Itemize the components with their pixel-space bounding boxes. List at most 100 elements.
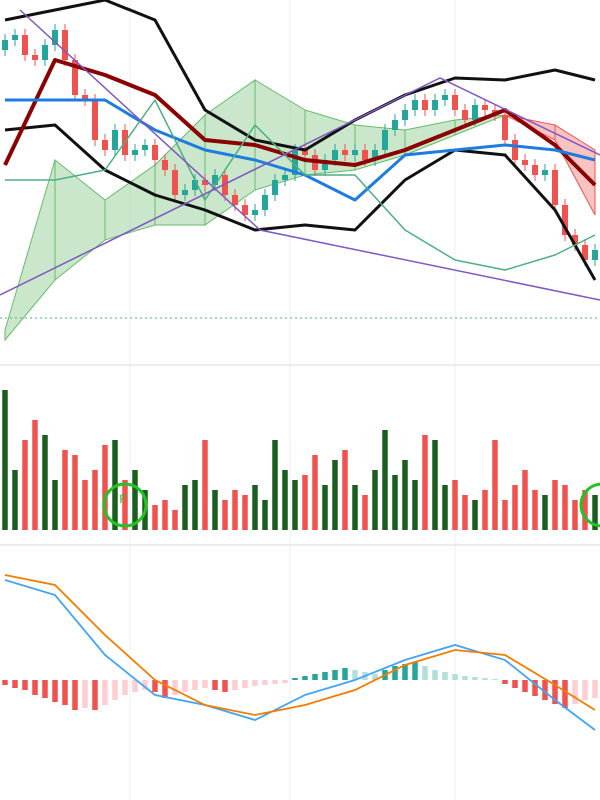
histogram-bar xyxy=(492,679,498,680)
histogram-bar xyxy=(52,680,58,702)
candle-body xyxy=(12,35,18,40)
histogram-bar xyxy=(32,680,38,695)
volume-bar xyxy=(152,505,158,530)
volume-bar xyxy=(252,485,258,530)
volume-bar xyxy=(382,430,388,530)
histogram-bar xyxy=(12,680,18,688)
histogram-bar xyxy=(472,677,478,680)
candle-body xyxy=(242,205,248,215)
volume-bar xyxy=(52,480,58,530)
histogram-bar xyxy=(2,680,8,685)
histogram-bar xyxy=(442,672,448,680)
candle-body xyxy=(482,105,488,110)
candle-body xyxy=(162,160,168,170)
candle-body xyxy=(382,130,388,150)
candle-body xyxy=(272,180,278,195)
histogram-bar xyxy=(42,680,48,698)
candle-body xyxy=(262,195,268,210)
indicator-line xyxy=(5,99,596,271)
candle-body xyxy=(252,210,258,215)
volume-bar xyxy=(322,485,328,530)
candle-body xyxy=(332,150,338,160)
volume-bar xyxy=(472,500,478,530)
histogram-bar xyxy=(132,680,138,692)
histogram-bar xyxy=(82,680,88,708)
histogram-bar xyxy=(192,680,198,690)
candle-body xyxy=(342,150,348,155)
candle-body xyxy=(182,190,188,195)
candle-body xyxy=(442,95,448,100)
candle-body xyxy=(562,205,568,235)
histogram-bar xyxy=(482,678,488,680)
histogram-bar xyxy=(532,680,538,696)
histogram-bar xyxy=(172,680,178,695)
volume-bar xyxy=(412,480,418,530)
histogram-bar xyxy=(422,666,428,680)
histogram-bar xyxy=(282,680,288,683)
volume-bar xyxy=(362,495,368,530)
candle-body xyxy=(422,100,428,110)
candle-body xyxy=(522,160,528,165)
histogram-bar xyxy=(212,680,218,690)
candle-body xyxy=(232,195,238,205)
volume-bar xyxy=(82,480,88,530)
trendlines xyxy=(0,9,600,319)
candle-body xyxy=(52,30,58,45)
volume-bar xyxy=(442,485,448,530)
volume-bar xyxy=(242,495,248,530)
volume-bar xyxy=(272,440,278,530)
candle-body xyxy=(212,175,218,185)
candle-body xyxy=(542,170,548,175)
volume-pane xyxy=(2,390,598,530)
volume-bar xyxy=(2,390,8,530)
volume-bar xyxy=(542,495,548,530)
volume-bar xyxy=(332,460,338,530)
volume-bar xyxy=(212,490,218,530)
candle-body xyxy=(152,145,158,160)
candle-body xyxy=(202,180,208,185)
volume-bar xyxy=(492,440,498,530)
histogram-bar xyxy=(402,664,408,680)
volume-bar xyxy=(102,445,108,530)
candle-body xyxy=(102,140,108,150)
volume-bar xyxy=(262,500,268,530)
volume-bar xyxy=(552,480,558,530)
annotation-circle xyxy=(102,482,148,528)
histogram-bar xyxy=(232,680,238,690)
volume-bar xyxy=(182,485,188,530)
histogram-bar xyxy=(112,680,118,700)
candle-body xyxy=(502,115,508,140)
volume-bar xyxy=(222,500,228,530)
histogram-bar xyxy=(392,666,398,680)
indicator-line xyxy=(4,0,596,152)
histogram-bar xyxy=(162,680,168,698)
candle-body xyxy=(42,45,48,60)
volume-bar xyxy=(392,475,398,530)
volume-bar xyxy=(512,485,518,530)
candle-body xyxy=(412,100,418,110)
volume-bar xyxy=(482,490,488,530)
candle-body xyxy=(22,35,28,55)
histogram-bar xyxy=(332,670,338,680)
volume-bar xyxy=(452,480,458,530)
histogram-bar xyxy=(142,680,148,690)
candle-body xyxy=(112,130,118,150)
volume-bar xyxy=(132,470,138,530)
histogram-bar xyxy=(292,678,298,680)
histogram-bar xyxy=(122,680,128,695)
volume-bar xyxy=(582,490,588,530)
candle-body xyxy=(82,95,88,100)
candle-body xyxy=(32,55,38,60)
volume-bar xyxy=(352,485,358,530)
histogram-bar xyxy=(582,680,588,700)
annotation-circle xyxy=(579,482,600,528)
candle-body xyxy=(322,160,328,170)
volume-bar xyxy=(502,500,508,530)
volume-bar xyxy=(372,470,378,530)
candle-body xyxy=(532,165,538,175)
price-pane xyxy=(2,0,598,342)
histogram-bar xyxy=(62,680,68,705)
histogram-bar xyxy=(412,662,418,680)
histogram-bar xyxy=(562,680,568,708)
